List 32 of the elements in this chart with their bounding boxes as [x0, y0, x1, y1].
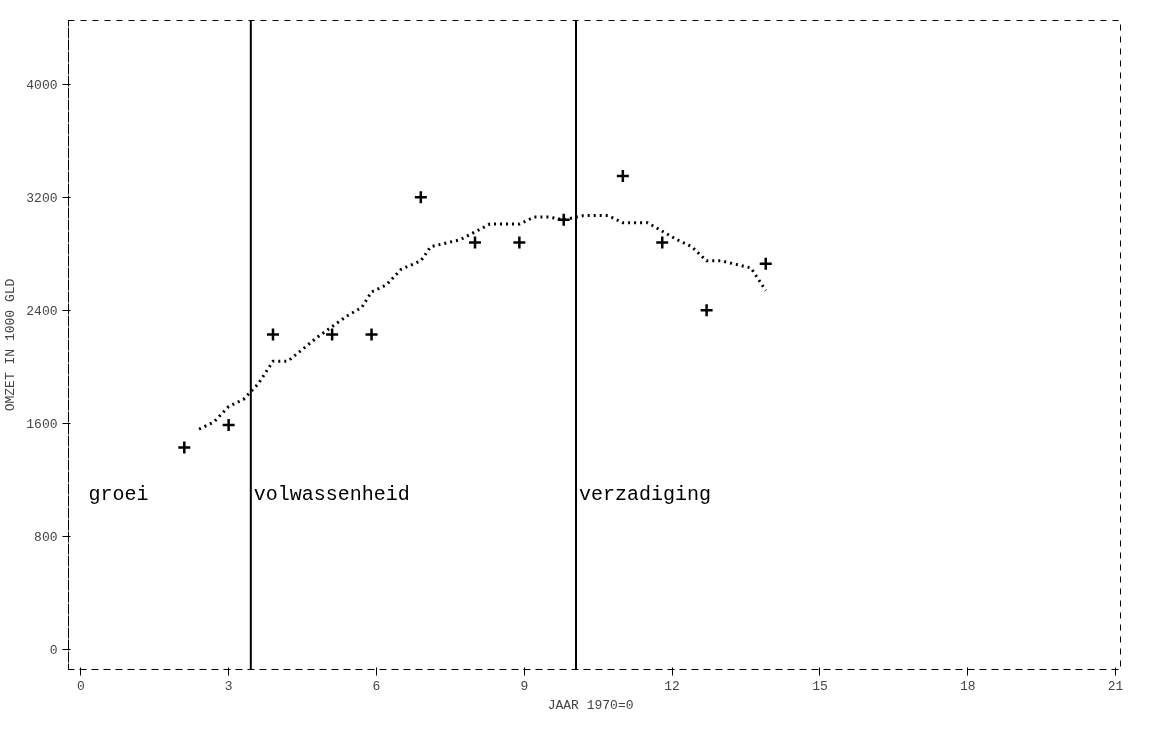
y-tick-label: 2400: [26, 303, 58, 319]
x-tick-label: 3: [224, 678, 233, 694]
point: [265, 327, 281, 342]
x-tick-label: 12: [664, 678, 680, 694]
point: [699, 303, 714, 318]
x-tick-label: 6: [372, 678, 381, 694]
point: [758, 256, 773, 271]
x-tick-label: 15: [812, 678, 828, 694]
point: [177, 440, 192, 455]
x-tick-label: 9: [520, 678, 529, 694]
x-tick-label: 18: [959, 678, 976, 694]
point: [221, 417, 236, 433]
point: [324, 327, 340, 342]
point: [413, 189, 429, 205]
point: [655, 235, 670, 250]
point: [512, 235, 527, 250]
point: [556, 212, 571, 228]
y-axis-title: OMZET IN 1000 GLD: [3, 278, 19, 412]
ref-line-label: volwassenheid: [253, 483, 410, 506]
y-tick-label: 4000: [26, 77, 58, 93]
y-tick-label: 3200: [26, 190, 58, 206]
annotation: groei: [88, 483, 149, 506]
x-tick-label: 0: [76, 678, 85, 694]
x-axis-title: JAAR 1970=0: [547, 697, 634, 713]
y-tick-label: 800: [34, 530, 58, 546]
y-tick-label: 1600: [26, 416, 58, 432]
point: [467, 235, 483, 250]
y-tick-label: 0: [49, 643, 58, 659]
point: [364, 327, 379, 342]
point: [615, 168, 631, 184]
x-tick-label: 21: [1107, 678, 1124, 694]
ref-line-label: verzadiging: [579, 483, 712, 506]
